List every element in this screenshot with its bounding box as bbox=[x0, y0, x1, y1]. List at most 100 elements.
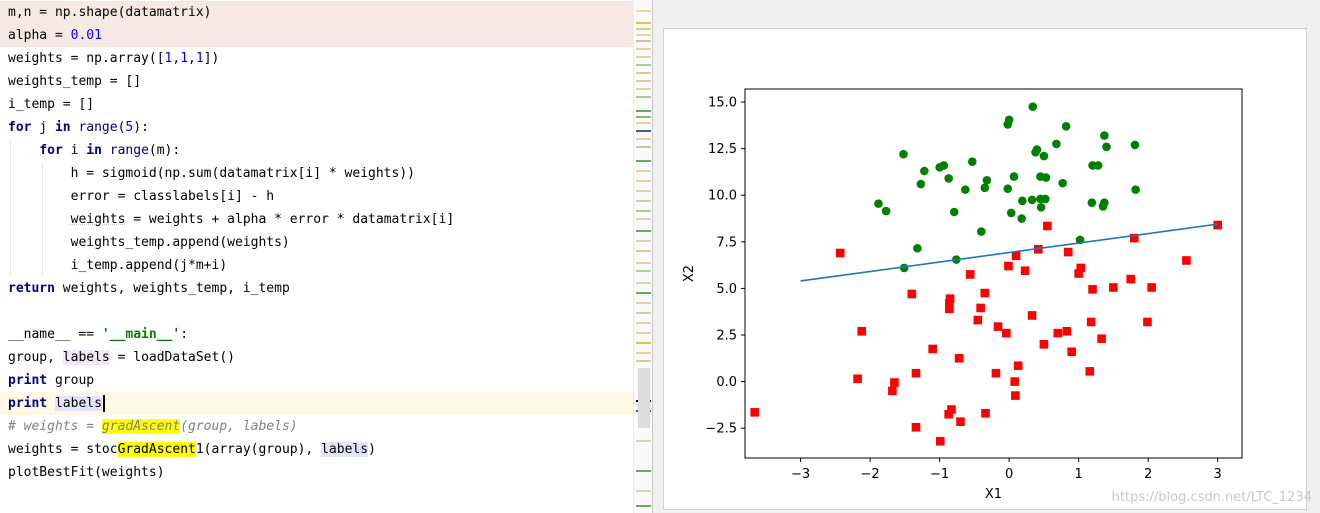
code-line[interactable]: print group bbox=[0, 369, 633, 392]
marker-stripe[interactable] bbox=[636, 270, 651, 272]
code-line[interactable]: print labels bbox=[0, 392, 633, 415]
class1-point bbox=[1013, 361, 1023, 371]
marker-stripe[interactable] bbox=[636, 210, 651, 212]
code-line[interactable]: for i in range(m): bbox=[0, 139, 633, 162]
code-line[interactable]: m,n = np.shape(datamatrix) bbox=[0, 1, 633, 24]
code-line[interactable]: error = classlabels[i] - h bbox=[0, 185, 633, 208]
marker-stripe[interactable] bbox=[636, 200, 651, 202]
marker-stripe[interactable] bbox=[636, 360, 651, 362]
class0-point bbox=[1004, 115, 1014, 125]
class0-point bbox=[916, 179, 926, 189]
pane-splitter[interactable] bbox=[652, 0, 653, 513]
class1-point bbox=[1086, 317, 1096, 327]
class1-point bbox=[936, 436, 945, 446]
marker-stripe[interactable] bbox=[636, 88, 651, 90]
marker-stripe[interactable] bbox=[636, 190, 651, 192]
code-editor[interactable]: m,n = np.shape(datamatrix) alpha = 0.01 we… bbox=[0, 0, 633, 513]
editor-scrollbar-thumb[interactable] bbox=[638, 368, 650, 428]
marker-stripe[interactable] bbox=[636, 322, 651, 324]
class0-point bbox=[1131, 185, 1140, 194]
error-marker-strip[interactable] bbox=[633, 0, 652, 513]
marker-stripe[interactable] bbox=[636, 10, 651, 12]
marker-stripe[interactable] bbox=[636, 352, 651, 354]
marker-stripe[interactable] bbox=[636, 146, 651, 148]
marker-stripe[interactable] bbox=[636, 96, 651, 98]
code-line[interactable]: for j in range(5): bbox=[0, 116, 633, 139]
x-tick-label: −3 bbox=[791, 467, 810, 482]
x-tick-label: 0 bbox=[1005, 467, 1013, 482]
class0-point bbox=[1130, 140, 1140, 150]
marker-stripe[interactable] bbox=[636, 22, 651, 24]
marker-stripe[interactable] bbox=[636, 302, 651, 304]
marker-stripe[interactable] bbox=[636, 262, 651, 264]
marker-stripe[interactable] bbox=[636, 240, 651, 242]
class0-point bbox=[1100, 131, 1109, 140]
class1-point bbox=[980, 288, 990, 298]
marker-stripe[interactable] bbox=[636, 312, 651, 314]
code-line[interactable]: return weights, weights_temp, i_temp bbox=[0, 277, 633, 300]
class0-point bbox=[1036, 203, 1046, 212]
marker-stripe[interactable] bbox=[636, 116, 651, 118]
marker-stripe[interactable] bbox=[636, 130, 651, 132]
class1-point bbox=[1076, 263, 1086, 273]
marker-stripe[interactable] bbox=[636, 250, 651, 252]
class1-point bbox=[1043, 221, 1052, 231]
code-line[interactable]: i_temp = [] bbox=[0, 93, 633, 116]
figure-canvas: −3 −2 −1 0 1 2 3 −2.5 0.0 2.5 5.0 7.5 10.0 12.5 15.0 X1… bbox=[663, 28, 1307, 510]
marker-stripe[interactable] bbox=[636, 332, 651, 334]
indent-guide bbox=[10, 208, 11, 231]
code-line[interactable]: weights = np.array([1,1,1]) bbox=[0, 47, 633, 70]
marker-stripe[interactable] bbox=[636, 170, 651, 172]
class1-point bbox=[1002, 328, 1011, 338]
code-line[interactable]: # weights = gradAscent(group, labels) bbox=[0, 415, 633, 438]
code-line[interactable]: group, labels = loadDataSet() bbox=[0, 346, 633, 369]
marker-stripe[interactable] bbox=[636, 48, 651, 50]
class0-point bbox=[1009, 172, 1019, 181]
marker-stripe[interactable] bbox=[636, 138, 651, 140]
indent-guide bbox=[42, 254, 43, 277]
class1-point bbox=[888, 386, 897, 396]
marker-stripe[interactable] bbox=[636, 440, 651, 442]
indent-guide bbox=[10, 185, 11, 208]
code-text: weights = stocGradAscent1(array(group), … bbox=[8, 442, 376, 457]
code-line[interactable]: __name__ == '__main__': bbox=[0, 323, 633, 346]
class1-point bbox=[993, 322, 1003, 331]
code-line[interactable]: weights = weights + alpha * error * data… bbox=[0, 208, 633, 231]
code-line[interactable] bbox=[0, 300, 633, 323]
code-line[interactable]: plotBestFit(weights) bbox=[0, 461, 633, 484]
code-line[interactable]: weights_temp = [] bbox=[0, 70, 633, 93]
code-line[interactable]: i_temp.append(j*m+i) bbox=[0, 254, 633, 277]
marker-stripe[interactable] bbox=[636, 218, 651, 220]
class1-point bbox=[890, 378, 899, 387]
marker-stripe[interactable] bbox=[636, 80, 651, 82]
marker-stripe[interactable] bbox=[636, 160, 651, 162]
marker-stripe[interactable] bbox=[636, 180, 651, 182]
marker-stripe[interactable] bbox=[636, 292, 651, 294]
class0-point bbox=[1087, 198, 1097, 207]
marker-stripe[interactable] bbox=[636, 490, 651, 492]
marker-stripe[interactable] bbox=[636, 110, 651, 112]
marker-stripe[interactable] bbox=[636, 64, 651, 66]
x-axis-label: X1 bbox=[985, 487, 1002, 502]
code-line[interactable]: weights_temp.append(weights) bbox=[0, 231, 633, 254]
marker-stripe[interactable] bbox=[636, 72, 651, 74]
marker-stripe[interactable] bbox=[636, 56, 651, 58]
class1-point bbox=[1182, 256, 1191, 265]
marker-stripe[interactable] bbox=[636, 230, 651, 232]
marker-stripe[interactable] bbox=[636, 505, 651, 507]
class1-point bbox=[1063, 247, 1073, 257]
marker-stripe[interactable] bbox=[636, 282, 651, 284]
marker-stripe[interactable] bbox=[636, 342, 651, 344]
code-line[interactable]: h = sigmoid(np.sum(datamatrix[i] * weigh… bbox=[0, 162, 633, 185]
x-tick-label: 1 bbox=[1075, 467, 1083, 482]
x-tick-label: −1 bbox=[930, 467, 949, 482]
marker-stripe[interactable] bbox=[636, 40, 651, 42]
marker-stripe[interactable] bbox=[636, 470, 651, 472]
marker-stripe[interactable] bbox=[636, 122, 651, 124]
x-tick-label: 3 bbox=[1214, 467, 1222, 482]
marker-stripe[interactable] bbox=[636, 34, 651, 36]
marker-stripe[interactable] bbox=[636, 28, 651, 30]
code-line[interactable]: alpha = 0.01 bbox=[0, 24, 633, 47]
code-line[interactable]: weights = stocGradAscent1(array(group), … bbox=[0, 438, 633, 461]
class0-point bbox=[961, 185, 970, 194]
